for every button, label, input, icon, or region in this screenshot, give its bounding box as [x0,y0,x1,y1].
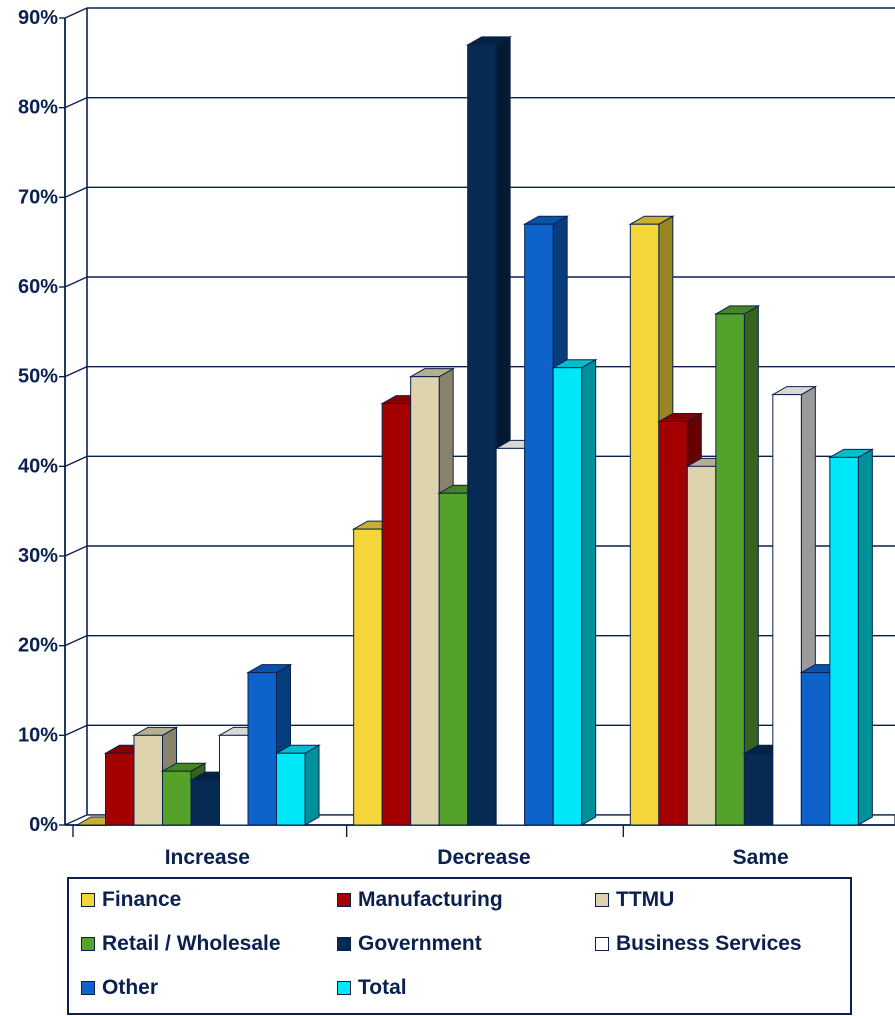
chart: 0% 10% 20% 30% 40% 50% 60% 70% 80% 90% Increase Dec… [18,7,895,869]
x-category-label: Decrease [437,846,530,869]
bar-government-same [743,752,774,826]
grid-side-50 [64,366,88,378]
grid-side-20 [64,635,88,647]
y-tick-label: 60% [18,276,58,298]
legend-item-manufacturing: Manufacturing [337,888,503,912]
y-tick-label: 0% [29,814,58,836]
legend-swatch-business-services [595,937,609,951]
bar-business-services-decrease [495,447,526,826]
legend-item-government: Government [337,932,482,956]
y-tick-label: 50% [18,366,58,388]
grid-side-30 [64,545,88,557]
legend: Finance Manufacturing TTMU Retail / Whol… [67,877,852,1015]
legend-label-other: Other [102,976,159,999]
y-tick-label: 90% [18,7,58,29]
bar-government-increase [190,779,220,826]
bar-total-same [829,456,859,826]
y-tick-label: 30% [18,545,58,567]
bar-retail-wholesale-same [715,313,745,826]
bar-other-decrease [524,223,554,826]
bar-side-total-increase [304,744,320,826]
bar-ttmu-decrease [410,376,440,826]
y-tick-label: 10% [18,724,58,746]
legend-swatch-other [81,981,95,995]
bar-side-total-decrease [581,358,597,826]
y-tick-label: 70% [18,186,58,208]
legend-label-retail-wholesale: Retail / Wholesale [102,932,281,955]
legend-label-finance: Finance [102,888,182,911]
bar-business-services-same [772,394,802,826]
bar-total-increase [276,752,306,826]
bar-other-same [800,672,831,826]
legend-item-retail-wholesale: Retail / Wholesale [81,932,281,956]
legend-label-ttmu: TTMU [616,888,675,911]
bar-manufacturing-decrease [381,403,412,826]
bar-manufacturing-same [658,421,688,826]
legend-item-business-services: Business Services [595,932,802,956]
bar-business-services-increase [219,734,249,826]
legend-label-total: Total [358,976,407,999]
bar-other-increase [247,672,277,826]
bar-ttmu-same [686,465,717,826]
grid-side-10 [64,724,88,736]
y-tick-label: 80% [18,97,58,119]
bar-finance-same [629,223,660,826]
bar-ttmu-increase [133,734,163,826]
legend-swatch-finance [81,893,95,907]
legend-item-total: Total [337,976,407,1000]
legend-swatch-retail-wholesale [81,937,95,951]
bar-retail-wholesale-decrease [438,492,469,826]
legend-label-government: Government [358,932,482,955]
bar-retail-wholesale-increase [162,770,192,826]
bar-government-decrease [467,44,497,826]
legend-swatch-ttmu [595,893,609,907]
x-category-label: Same [733,846,789,869]
legend-item-other: Other [81,976,158,1000]
bar-total-decrease [552,367,583,826]
legend-label-business-services: Business Services [616,932,802,955]
y-tick-label: 40% [18,455,58,477]
bar-side-total-same [857,448,873,826]
grid-side-40 [64,455,88,467]
legend-swatch-government [337,937,351,951]
legend-swatch-total [337,981,351,995]
legend-swatch-manufacturing [337,893,351,907]
legend-item-finance: Finance [81,888,181,912]
legend-label-manufacturing: Manufacturing [358,888,503,911]
bar-manufacturing-increase [105,752,135,826]
grid-side-60 [64,276,88,288]
grid-side-80 [64,97,88,109]
bar-finance-decrease [353,528,383,826]
y-tick-label: 20% [18,635,58,657]
x-category-label: Increase [165,846,250,869]
grid-side-90 [64,7,88,19]
bar-finance-increase [76,824,106,826]
grid-side-70 [64,186,88,198]
legend-item-ttmu: TTMU [595,888,674,912]
